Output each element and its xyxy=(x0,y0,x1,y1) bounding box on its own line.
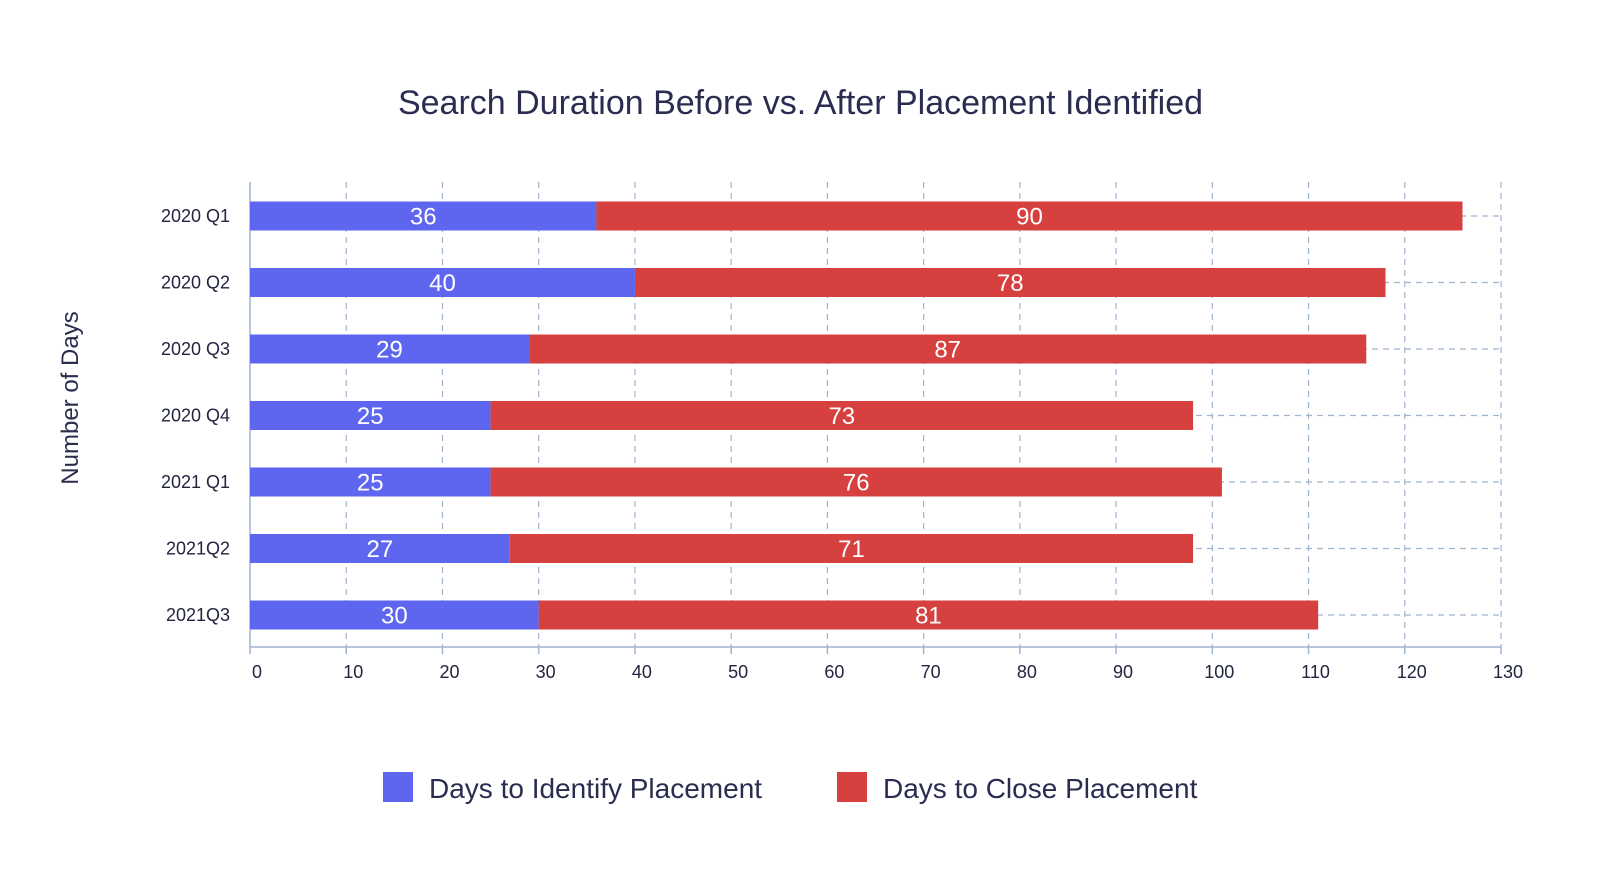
chart-title: Search Duration Before vs. After Placeme… xyxy=(397,84,1204,122)
bar-identify xyxy=(250,600,539,630)
x-tick-label: 130 xyxy=(1493,662,1523,682)
bar-identify xyxy=(250,268,635,297)
bar-identify xyxy=(250,401,491,430)
bar-close xyxy=(490,401,1194,430)
data-label: 71 xyxy=(838,536,865,563)
category-labels: 2020 Q1 2020 Q2 2020 Q3 2020 Q4 2021 Q1 2021Q… xyxy=(161,206,230,625)
x-tick-label: 100 xyxy=(1204,662,1234,682)
data-label: 78 xyxy=(997,270,1024,297)
category-label: 2021Q3 xyxy=(166,605,230,625)
category-label: 2020 Q1 xyxy=(161,206,230,226)
bar-close xyxy=(509,534,1194,563)
data-label: 30 xyxy=(381,603,408,630)
x-tick-label: 110 xyxy=(1301,662,1330,682)
data-label: 36 xyxy=(410,204,437,231)
bar-close xyxy=(596,201,1463,231)
category-label: 2020 Q4 xyxy=(161,406,230,426)
data-label: 29 xyxy=(376,337,403,364)
x-tick-label: 10 xyxy=(343,662,363,682)
legend-swatch xyxy=(837,772,867,802)
data-label: 40 xyxy=(429,270,456,297)
legend-label: Days to Identify Placement xyxy=(429,773,762,804)
bar-close xyxy=(490,467,1222,497)
x-tick-label: 30 xyxy=(536,662,556,682)
category-label: 2020 Q2 xyxy=(161,273,230,293)
legend: Days to Identify Placement Days to Close … xyxy=(383,772,1198,804)
x-tick-label: 40 xyxy=(632,662,652,682)
data-label: 25 xyxy=(357,403,384,430)
x-tick-label: 50 xyxy=(728,662,748,682)
bar-close xyxy=(538,600,1319,630)
y-axis-label: Number of Days xyxy=(57,311,84,484)
bars xyxy=(250,201,1463,630)
x-tick-label: 70 xyxy=(921,662,941,682)
data-labels: 36 90 40 78 29 87 25 73 25 76 27 71 30 81 xyxy=(357,204,1043,630)
x-tick-label: 80 xyxy=(1017,662,1037,682)
tick-labels: 0 10 20 30 40 50 60 70 80 90 100 110 120 130 xyxy=(252,662,1523,682)
data-label: 25 xyxy=(357,470,384,497)
category-label: 2021Q2 xyxy=(166,539,230,559)
bar-identify xyxy=(250,467,491,497)
bar-identify xyxy=(250,334,530,364)
x-tick-label: 60 xyxy=(824,662,844,682)
x-tick-label: 90 xyxy=(1113,662,1133,682)
data-label: 76 xyxy=(843,470,870,497)
bar-identify xyxy=(250,201,597,231)
data-label: 87 xyxy=(934,337,961,364)
x-tick-label: 0 xyxy=(252,662,262,682)
bar-close xyxy=(634,268,1386,297)
data-label: 27 xyxy=(367,536,394,563)
x-tick-label: 120 xyxy=(1397,662,1427,682)
legend-label: Days to Close Placement xyxy=(883,773,1198,804)
data-label: 73 xyxy=(828,403,855,430)
category-label: 2020 Q3 xyxy=(161,339,230,359)
x-tick-label: 20 xyxy=(439,662,459,682)
bar-identify xyxy=(250,534,510,563)
legend-swatch xyxy=(383,772,413,802)
bar-close xyxy=(529,334,1367,364)
data-label: 81 xyxy=(915,603,942,630)
category-label: 2021 Q1 xyxy=(161,472,230,492)
data-label: 90 xyxy=(1016,204,1043,231)
